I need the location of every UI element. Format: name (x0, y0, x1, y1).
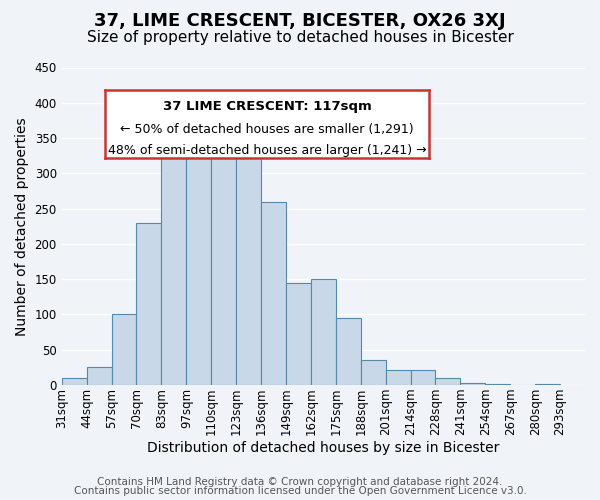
Bar (112, 314, 136, 385)
Text: Contains public sector information licensed under the Open Government Licence v3: Contains public sector information licen… (74, 486, 526, 496)
Text: Size of property relative to detached houses in Bicester: Size of property relative to detached ho… (86, 30, 514, 45)
Bar (485, 384, 510, 385)
Bar (361, 360, 386, 385)
Text: 37 LIME CRESCENT: 117sqm: 37 LIME CRESCENT: 117sqm (163, 100, 371, 114)
Bar (336, 318, 361, 385)
Y-axis label: Number of detached properties: Number of detached properties (15, 117, 29, 336)
X-axis label: Distribution of detached houses by size in Bicester: Distribution of detached houses by size … (147, 441, 500, 455)
Bar (535, 384, 560, 385)
Bar (436, 378, 460, 385)
Bar (236, 134, 261, 385)
Text: 37, LIME CRESCENT, BICESTER, OX26 3XJ: 37, LIME CRESCENT, BICESTER, OX26 3XJ (94, 12, 506, 30)
Text: ← 50% of detached houses are smaller (1,291): ← 50% of detached houses are smaller (1,… (120, 122, 414, 136)
Bar (410, 370, 436, 385)
Bar (62, 378, 86, 385)
Bar (86, 368, 112, 385)
Bar (386, 370, 410, 385)
Bar (261, 202, 286, 385)
Bar (161, 128, 186, 385)
Bar (136, 222, 161, 385)
Bar (311, 279, 336, 385)
Text: 48% of semi-detached houses are larger (1,241) →: 48% of semi-detached houses are larger (… (107, 144, 427, 157)
Text: Contains HM Land Registry data © Crown copyright and database right 2024.: Contains HM Land Registry data © Crown c… (97, 477, 503, 487)
Bar (460, 383, 485, 385)
Bar (286, 282, 311, 385)
Bar (186, 124, 211, 385)
Bar (211, 120, 236, 385)
